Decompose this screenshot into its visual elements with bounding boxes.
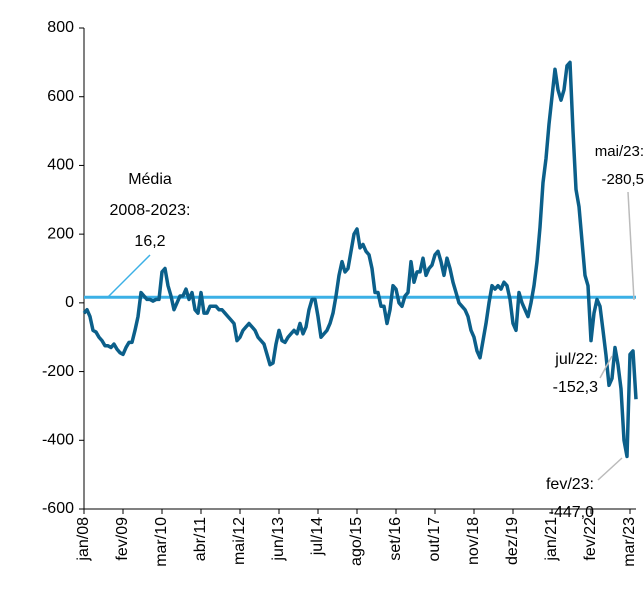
x-tick-label: abr/11 (192, 517, 209, 561)
data-line (82, 60, 638, 459)
x-tick-label: ago/15 (348, 517, 365, 566)
x-tick-label: jan/08 (75, 517, 92, 562)
annotation-leader (597, 457, 623, 481)
x-tick-label: fev/09 (114, 517, 131, 561)
annotation: 16,2 (134, 233, 165, 250)
annotation: 2008-2023: (110, 202, 191, 219)
x-tick-label: jul/14 (309, 517, 326, 556)
annotation: jul/22: (554, 351, 598, 368)
y-tick-label: 800 (47, 19, 74, 36)
x-tick-label: jan/21 (543, 517, 560, 562)
annotation: Média (128, 171, 172, 188)
annotation-leader (599, 355, 613, 379)
y-tick-label: -200 (42, 363, 74, 380)
annotation-leader (627, 191, 635, 301)
x-tick-label: out/17 (426, 517, 443, 562)
y-tick-label: 0 (65, 294, 74, 311)
annotation: -447,0 (549, 504, 594, 521)
x-tick-label: mai/12 (231, 517, 248, 565)
x-tick-label: mar/23 (621, 517, 638, 567)
x-tick-label: jun/13 (270, 517, 287, 562)
x-tick-label: dez/19 (504, 517, 521, 565)
x-tick-label: set/16 (387, 517, 404, 561)
y-tick-label: -400 (42, 432, 74, 449)
x-tick-label: fev/22 (582, 517, 599, 561)
annotation: mai/23: (595, 143, 644, 160)
y-tick-label: 600 (47, 88, 74, 105)
y-tick-label: 200 (47, 225, 74, 242)
y-tick-label: -600 (42, 500, 74, 517)
annotation: -280,5 (601, 171, 644, 188)
annotation: fev/23: (546, 476, 594, 493)
x-tick-label: mar/10 (153, 517, 170, 567)
y-tick-label: 400 (47, 157, 74, 174)
x-tick-label: nov/18 (465, 517, 482, 565)
annotation: -152,3 (553, 379, 598, 396)
annotation-leader (107, 254, 151, 298)
